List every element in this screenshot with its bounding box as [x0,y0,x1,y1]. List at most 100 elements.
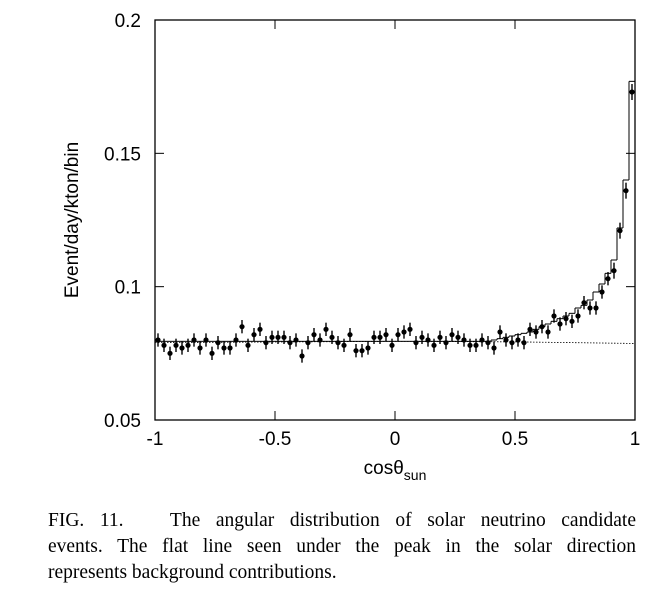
data-point [161,342,167,348]
data-point [617,228,623,234]
data-point [323,326,329,332]
data-point [575,313,581,319]
data-point [335,340,341,346]
data-point [593,305,599,311]
data-point [413,340,419,346]
y-tick-label: 0.05 [104,411,141,432]
x-axis-label-main: cosθ [364,458,404,479]
data-point [281,334,287,340]
x-tick-label: -1 [147,429,164,450]
data-point [539,324,545,330]
data-point [431,342,437,348]
data-point [401,329,407,335]
data-point [287,340,293,346]
data-point [623,188,629,194]
data-point [311,332,317,338]
data-point [353,348,359,354]
data-point [233,337,239,343]
data-point [197,345,203,351]
data-point [443,340,449,346]
data-point [239,324,245,330]
x-axis-label-sub: sun [404,467,427,483]
data-point [203,337,209,343]
data-point [167,350,173,356]
data-point [341,342,347,348]
data-point [305,340,311,346]
chart: Event/day/kton/bin cosθsun 0.05 0.1 0.15 0.… [62,11,641,483]
data-point [497,329,503,335]
data-point [293,337,299,343]
data-point [365,345,371,351]
data-point [173,342,179,348]
data-point [473,342,479,348]
y-axis-label: Event/day/kton/bin [62,142,83,298]
caption-line: represents background contributions. [48,562,337,583]
data-point [449,332,455,338]
x-tick-label: 0.5 [502,429,528,450]
data-point [317,337,323,343]
data-point [551,313,557,319]
data-point [383,332,389,338]
x-tick-label: 1 [630,429,641,450]
data-point [599,289,605,295]
data-point [479,337,485,343]
caption-line: events. The flat line seen under the pea… [48,536,636,557]
data-point [485,340,491,346]
data-point [419,334,425,340]
data-point [605,276,611,282]
caption-line: FIG. 11. The angular distribution of sol… [48,510,636,531]
data-point [407,326,413,332]
data-point [329,334,335,340]
data-point [425,337,431,343]
data-point [377,334,383,340]
data-point [503,337,509,343]
data-point [263,340,269,346]
data-point [587,305,593,311]
data-point [437,334,443,340]
data-point [389,342,395,348]
x-axis-label: cosθsun [364,458,427,483]
data-point [533,329,539,335]
data-point [215,340,221,346]
data-point [563,316,569,322]
data-point [209,350,215,356]
data-point [269,334,275,340]
data-point [359,348,365,354]
data-point [461,337,467,343]
data-point [569,318,575,324]
data-point [545,329,551,335]
x-tick-label: -0.5 [259,429,292,450]
data-point [395,332,401,338]
data-point [299,353,305,359]
data-point [611,268,617,274]
x-tick-label: 0 [390,429,401,450]
data-point [185,342,191,348]
data-point [191,337,197,343]
data-point [155,337,161,343]
y-tick-label: 0.2 [115,11,141,32]
data-point [179,345,185,351]
data-point [509,340,515,346]
data-point [245,342,251,348]
data-point [557,321,563,327]
data-point [257,326,263,332]
data-point [371,334,377,340]
y-tick-label: 0.15 [104,144,141,165]
data-point [275,334,281,340]
data-point [515,337,521,343]
data-point [467,342,473,348]
data-point [491,345,497,351]
data-point [527,326,533,332]
data-point [521,340,527,346]
y-tick-label: 0.1 [115,278,141,299]
data-point [227,345,233,351]
data-point [629,89,635,95]
data-point [455,334,461,340]
caption: FIG. 11. The angular distribution of sol… [48,508,636,586]
data-point [581,300,587,306]
data-point [347,332,353,338]
plot-frame [154,19,636,421]
data-point [251,332,257,338]
data-point [221,345,227,351]
